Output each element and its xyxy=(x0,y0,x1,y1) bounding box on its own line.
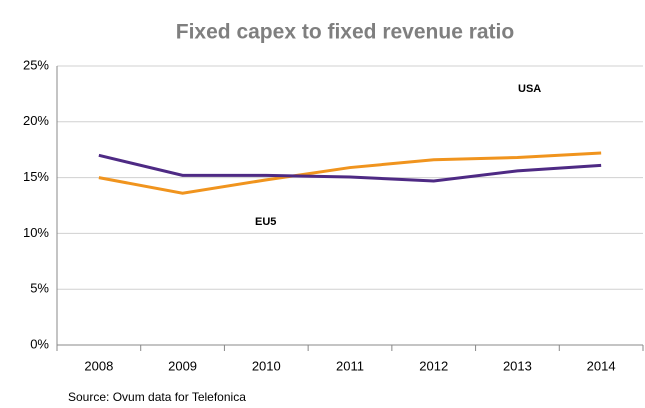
y-tick-label: 15% xyxy=(23,169,49,184)
y-tick-label: 20% xyxy=(23,113,49,128)
y-tick-label: 0% xyxy=(30,336,49,351)
x-tick-label: 2010 xyxy=(252,358,281,373)
series-line xyxy=(98,151,602,195)
x-tick-label: 2011 xyxy=(336,358,364,373)
y-tick-label: 25% xyxy=(23,57,49,72)
x-tick-label: 2014 xyxy=(587,358,616,373)
x-tick-label: 2009 xyxy=(168,358,197,373)
x-tick-label: 2008 xyxy=(84,358,113,373)
x-tick-label: 2012 xyxy=(419,358,448,373)
chart-title: Fixed capex to fixed revenue ratio xyxy=(176,21,514,44)
x-tick-label: 2013 xyxy=(503,358,532,373)
y-tick-label: 10% xyxy=(23,225,49,240)
series-label: EU5 xyxy=(255,216,276,228)
source-note: Source: Ovum data for Telefonica xyxy=(68,390,246,404)
series-line xyxy=(98,153,602,183)
y-tick-label: 5% xyxy=(30,281,49,296)
series-label: USA xyxy=(518,83,541,95)
